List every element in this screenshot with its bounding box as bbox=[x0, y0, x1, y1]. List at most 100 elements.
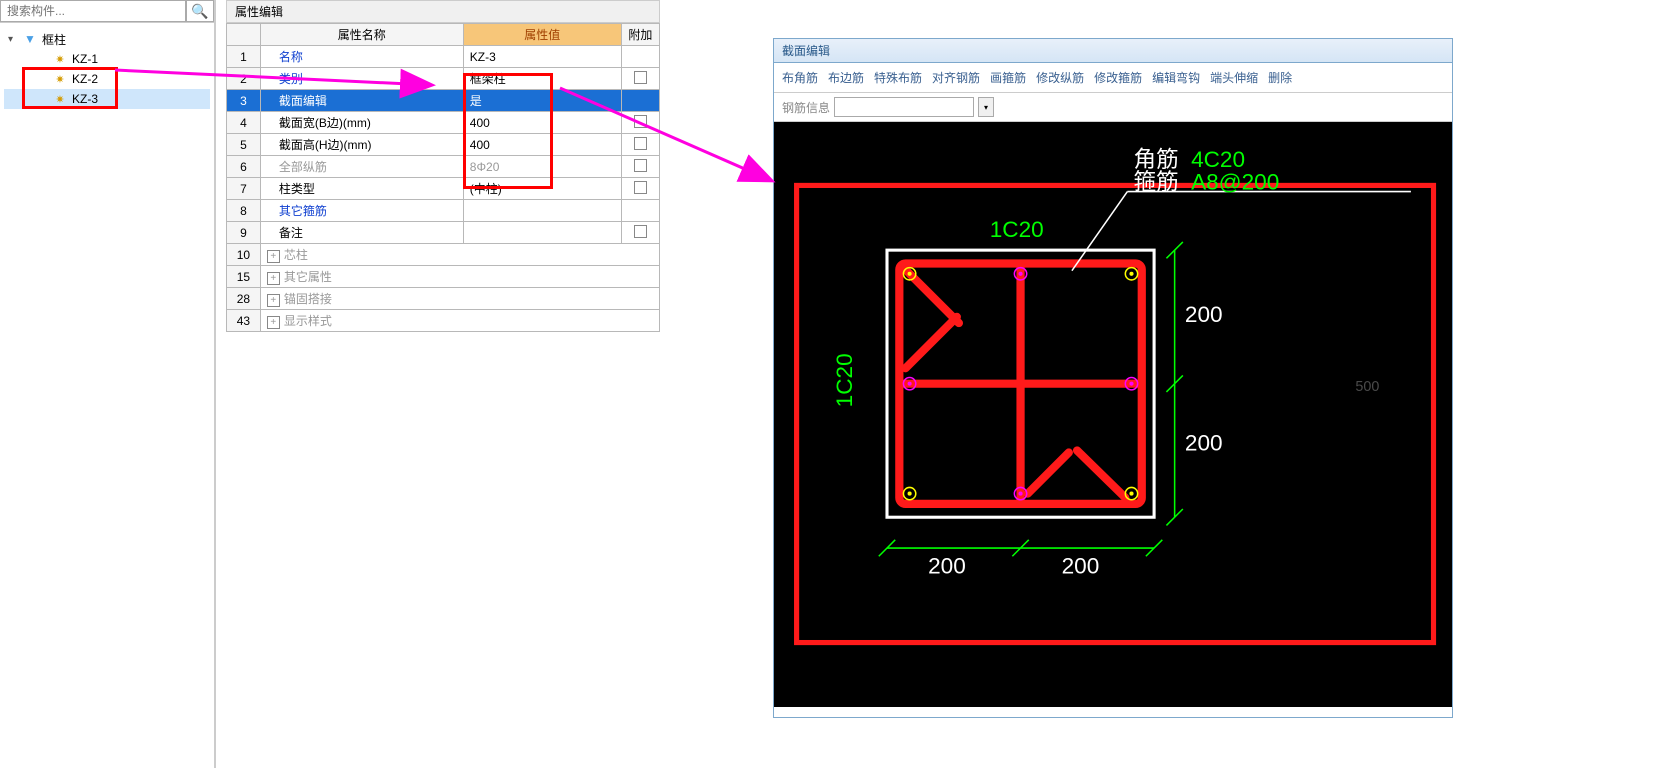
row-num: 8 bbox=[227, 200, 261, 222]
row-num: 43 bbox=[227, 310, 261, 332]
expand-button[interactable]: + bbox=[267, 294, 280, 307]
row-num: 6 bbox=[227, 156, 261, 178]
toolbar-button[interactable]: 布边筋 bbox=[828, 69, 864, 86]
svg-text:200: 200 bbox=[1062, 554, 1100, 579]
prop-name[interactable]: +芯柱 bbox=[260, 244, 659, 266]
svg-text:200: 200 bbox=[1185, 430, 1223, 455]
prop-extra[interactable] bbox=[621, 46, 659, 68]
svg-text:200: 200 bbox=[928, 554, 966, 579]
tree-root-label: 框柱 bbox=[42, 31, 66, 48]
prop-extra[interactable] bbox=[621, 200, 659, 222]
prop-value[interactable]: KZ-3 bbox=[463, 46, 621, 68]
property-panel: 属性编辑 属性名称 属性值 附加 1 名称 KZ-3 2 类别 框架柱 3 截面… bbox=[226, 0, 660, 332]
chevron-down-icon: ▾ bbox=[984, 103, 988, 112]
row-num: 3 bbox=[227, 90, 261, 112]
table-row-expandable[interactable]: 15 +其它属性 bbox=[227, 266, 660, 288]
prop-name: 名称 bbox=[260, 46, 463, 68]
section-editor-panel: 截面编辑 布角筋布边筋特殊布筋对齐钢筋画箍筋修改纵筋修改箍筋编辑弯钩端头伸缩删除… bbox=[773, 38, 1453, 718]
prop-name[interactable]: +显示样式 bbox=[260, 310, 659, 332]
prop-name: 柱类型 bbox=[260, 178, 463, 200]
tree-item-kz2[interactable]: ✷ KZ-2 bbox=[4, 69, 210, 89]
checkbox[interactable] bbox=[634, 159, 647, 172]
table-row-expandable[interactable]: 28 +锚固搭接 bbox=[227, 288, 660, 310]
prop-value[interactable]: 框架柱 bbox=[463, 68, 621, 90]
expand-button[interactable]: + bbox=[267, 272, 280, 285]
svg-text:1C20: 1C20 bbox=[832, 353, 857, 407]
prop-extra[interactable] bbox=[621, 156, 659, 178]
svg-text:1C20: 1C20 bbox=[990, 217, 1044, 242]
row-num: 15 bbox=[227, 266, 261, 288]
prop-extra[interactable] bbox=[621, 112, 659, 134]
table-row[interactable]: 8 其它箍筋 bbox=[227, 200, 660, 222]
toolbar-button[interactable]: 删除 bbox=[1268, 69, 1292, 86]
search-input[interactable] bbox=[0, 0, 186, 22]
header-extra: 附加 bbox=[621, 24, 659, 46]
checkbox[interactable] bbox=[634, 71, 647, 84]
table-row-expandable[interactable]: 43 +显示样式 bbox=[227, 310, 660, 332]
expand-arrow-icon[interactable]: ▾ bbox=[8, 34, 22, 45]
prop-extra[interactable] bbox=[621, 178, 659, 200]
table-row[interactable]: 2 类别 框架柱 bbox=[227, 68, 660, 90]
expand-button[interactable]: + bbox=[267, 316, 280, 329]
tree-root-row[interactable]: ▾ ▼ 框柱 bbox=[4, 29, 210, 49]
svg-text:4C20: 4C20 bbox=[1191, 147, 1245, 172]
prop-extra[interactable] bbox=[621, 90, 659, 112]
toolbar-button[interactable]: 编辑弯钩 bbox=[1152, 69, 1200, 86]
table-row[interactable]: 6 全部纵筋 8Φ20 bbox=[227, 156, 660, 178]
row-num: 7 bbox=[227, 178, 261, 200]
prop-name: 类别 bbox=[260, 68, 463, 90]
tree-item-label: KZ-3 bbox=[72, 92, 98, 106]
prop-name[interactable]: +其它属性 bbox=[260, 266, 659, 288]
tree-search-row: 🔍 bbox=[0, 0, 214, 23]
tree-item-kz1[interactable]: ✷ KZ-1 bbox=[4, 49, 210, 69]
section-toolbar-row2: 钢筋信息 ▾ bbox=[774, 93, 1452, 122]
prop-value[interactable]: 400 bbox=[463, 134, 621, 156]
section-toolbar: 布角筋布边筋特殊布筋对齐钢筋画箍筋修改纵筋修改箍筋编辑弯钩端头伸缩删除 bbox=[774, 63, 1452, 93]
table-row-expandable[interactable]: 10 +芯柱 bbox=[227, 244, 660, 266]
prop-value[interactable]: 400 bbox=[463, 112, 621, 134]
svg-text:200: 200 bbox=[1185, 302, 1223, 327]
table-row[interactable]: 3 截面编辑 是 bbox=[227, 90, 660, 112]
prop-value[interactable] bbox=[463, 200, 621, 222]
table-row[interactable]: 9 备注 bbox=[227, 222, 660, 244]
checkbox[interactable] bbox=[634, 137, 647, 150]
row-num: 2 bbox=[227, 68, 261, 90]
tree-item-label: KZ-1 bbox=[72, 52, 98, 66]
prop-name: 其它箍筋 bbox=[260, 200, 463, 222]
toolbar-button[interactable]: 特殊布筋 bbox=[874, 69, 922, 86]
rebar-dropdown-button[interactable]: ▾ bbox=[978, 97, 994, 117]
table-row[interactable]: 5 截面高(H边)(mm) 400 bbox=[227, 134, 660, 156]
checkbox[interactable] bbox=[634, 225, 647, 238]
toolbar-button[interactable]: 布角筋 bbox=[782, 69, 818, 86]
row-num: 10 bbox=[227, 244, 261, 266]
cad-canvas[interactable]: 1C201C20200200200200500角筋4C20箍筋A8@200 bbox=[774, 122, 1452, 707]
table-row[interactable]: 4 截面宽(B边)(mm) 400 bbox=[227, 112, 660, 134]
search-button[interactable]: 🔍 bbox=[186, 0, 214, 22]
prop-name: 截面高(H边)(mm) bbox=[260, 134, 463, 156]
prop-value[interactable] bbox=[463, 222, 621, 244]
toolbar-button[interactable]: 对齐钢筋 bbox=[932, 69, 980, 86]
component-tree: ▾ ▼ 框柱 ✷ KZ-1 ✷ KZ-2 ✷ KZ-3 bbox=[0, 23, 214, 115]
tree-panel: 🔍 ▾ ▼ 框柱 ✷ KZ-1 ✷ KZ-2 ✷ KZ-3 bbox=[0, 0, 216, 768]
rebar-info-input[interactable] bbox=[834, 97, 974, 117]
toolbar-button[interactable]: 端头伸缩 bbox=[1210, 69, 1258, 86]
toolbar-button[interactable]: 修改箍筋 bbox=[1094, 69, 1142, 86]
expand-button[interactable]: + bbox=[267, 250, 280, 263]
checkbox[interactable] bbox=[634, 181, 647, 194]
prop-name[interactable]: +锚固搭接 bbox=[260, 288, 659, 310]
prop-value[interactable]: 8Φ20 bbox=[463, 156, 621, 178]
table-row[interactable]: 1 名称 KZ-3 bbox=[227, 46, 660, 68]
toolbar-button[interactable]: 画箍筋 bbox=[990, 69, 1026, 86]
tree-item-kz3[interactable]: ✷ KZ-3 bbox=[4, 89, 210, 109]
row-num: 4 bbox=[227, 112, 261, 134]
checkbox[interactable] bbox=[634, 115, 647, 128]
prop-name: 备注 bbox=[260, 222, 463, 244]
prop-extra[interactable] bbox=[621, 134, 659, 156]
toolbar-button[interactable]: 修改纵筋 bbox=[1036, 69, 1084, 86]
table-row[interactable]: 7 柱类型 (中柱) bbox=[227, 178, 660, 200]
prop-extra[interactable] bbox=[621, 222, 659, 244]
prop-value[interactable]: 是 bbox=[463, 90, 621, 112]
prop-value[interactable]: (中柱) bbox=[463, 178, 621, 200]
gear-icon: ✷ bbox=[52, 72, 68, 86]
prop-extra[interactable] bbox=[621, 68, 659, 90]
